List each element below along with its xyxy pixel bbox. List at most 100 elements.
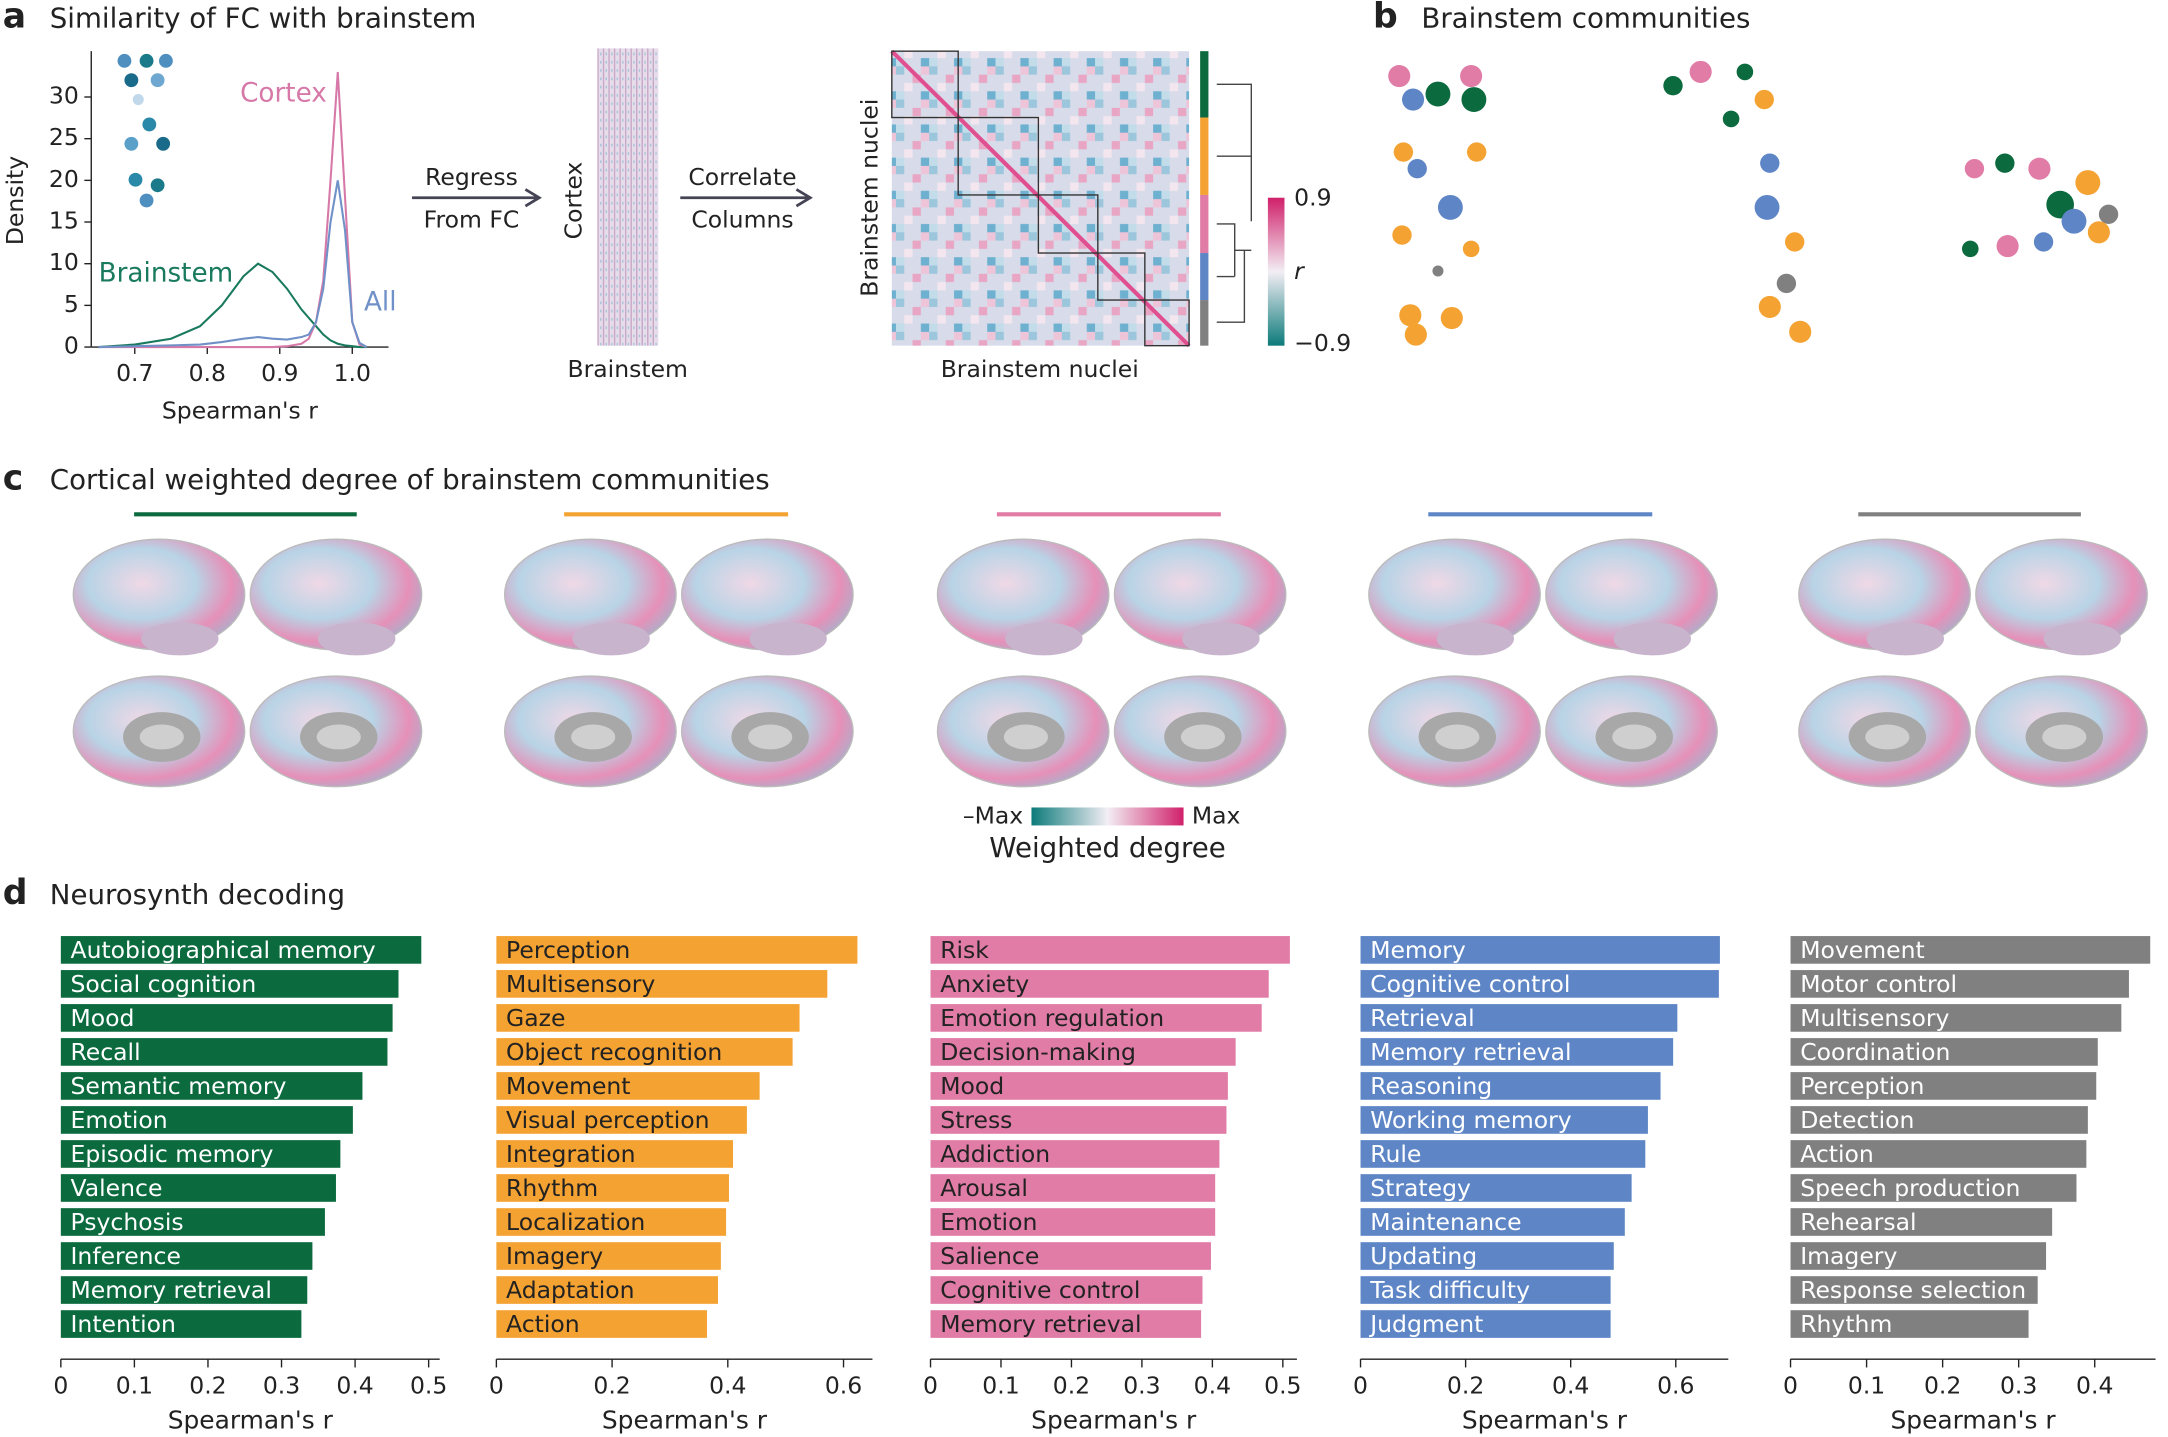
colorbar-label: r <box>1294 257 1305 285</box>
bar-label: Emotion regulation <box>940 1004 1164 1032</box>
panel-letter: c <box>3 458 23 498</box>
bar-label: Speech production <box>1800 1174 2020 1202</box>
bar <box>1360 936 1720 964</box>
x-axis-label: Spearman's r <box>162 397 318 425</box>
bar-label: Working memory <box>1370 1106 1572 1134</box>
bar-label: Intention <box>71 1310 176 1338</box>
colorbar <box>1031 807 1184 826</box>
bar <box>1360 1208 1625 1236</box>
x-tick-label: 0.3 <box>263 1371 300 1399</box>
bar-label: Decision-making <box>940 1038 1136 1066</box>
x-tick-label: 0.2 <box>1053 1371 1090 1399</box>
arrow-label: Columns <box>691 206 793 234</box>
x-axis-label: Spearman's r <box>1462 1405 1628 1434</box>
x-tick-label: 0.1 <box>1848 1371 1885 1399</box>
colorbar-label: −0.9 <box>1294 329 1351 357</box>
x-tick-label: 1.0 <box>334 359 371 387</box>
x-axis-label: Spearman's r <box>1890 1405 2056 1434</box>
bar <box>496 1208 727 1236</box>
y-axis-label: Density <box>1 156 29 245</box>
bar-label: Inference <box>71 1242 181 1270</box>
density-line <box>98 180 368 349</box>
bar-label: Psychosis <box>71 1208 184 1236</box>
bar <box>1790 1072 2097 1100</box>
axis-label: Brainstem <box>568 355 688 383</box>
bar-label: Semantic memory <box>71 1072 287 1100</box>
bar <box>496 1276 718 1304</box>
axis-label: Cortex <box>560 162 588 240</box>
bar-label: Recall <box>71 1038 141 1066</box>
bar <box>1790 936 2151 964</box>
bar-label: Coordination <box>1800 1038 1950 1066</box>
x-tick-label: 0 <box>1783 1371 1798 1399</box>
bar <box>60 1310 302 1338</box>
bar-label: Valence <box>71 1174 163 1202</box>
bar <box>930 1106 1227 1134</box>
bar-label: Multisensory <box>506 970 655 998</box>
bar <box>930 1072 1228 1100</box>
bar <box>60 1072 363 1100</box>
bar <box>496 1106 747 1134</box>
bar-label: Gaze <box>506 1004 565 1032</box>
bar <box>930 1242 1211 1270</box>
bar-label: Episodic memory <box>71 1140 274 1168</box>
x-tick-label: 0 <box>53 1371 68 1399</box>
bar <box>1360 1140 1646 1168</box>
bar <box>60 1208 325 1236</box>
bar-label: Arousal <box>940 1174 1028 1202</box>
bar <box>496 1038 793 1066</box>
bar <box>60 1004 393 1032</box>
colorbar-title: Weighted degree <box>989 831 1226 864</box>
bar <box>496 1310 707 1338</box>
y-tick-label: 25 <box>49 123 79 151</box>
bar-label: Autobiographical memory <box>71 936 376 964</box>
panel-letter: a <box>3 0 26 36</box>
dendrogram <box>1216 83 1252 323</box>
x-axis-label: Spearman's r <box>1031 1405 1197 1434</box>
bar <box>496 1174 729 1202</box>
bar-label: Detection <box>1800 1106 1914 1134</box>
x-tick-label: 0.3 <box>1123 1371 1160 1399</box>
y-tick-label: 0 <box>64 332 79 360</box>
bar <box>930 1038 1236 1066</box>
x-tick-label: 0.9 <box>261 359 298 387</box>
bar-label: Social cognition <box>71 970 257 998</box>
bar-label: Action <box>1800 1140 1874 1168</box>
bar <box>930 970 1269 998</box>
bar-label: Localization <box>506 1208 645 1236</box>
x-tick-label: 0.7 <box>116 359 153 387</box>
arrow <box>412 188 542 208</box>
bar-label: Imagery <box>506 1242 603 1270</box>
x-tick-label: 0 <box>1353 1371 1368 1399</box>
bar-label: Motor control <box>1800 970 1957 998</box>
x-tick-label: 0.4 <box>709 1371 746 1399</box>
arrow-label: Correlate <box>688 163 796 191</box>
bar-label: Integration <box>506 1140 635 1168</box>
x-tick-label: 0.8 <box>189 359 226 387</box>
bar-label: Emotion <box>71 1106 168 1134</box>
series-label: Cortex <box>240 79 327 109</box>
bar-label: Maintenance <box>1370 1208 1521 1236</box>
bar-label: Stress <box>940 1106 1012 1134</box>
bar-label: Movement <box>1800 936 1924 964</box>
bar-label: Updating <box>1370 1242 1477 1270</box>
axis-label: Brainstem nuclei <box>856 99 884 297</box>
bar <box>1360 1310 1611 1338</box>
bar <box>1360 1276 1611 1304</box>
bar <box>1790 1310 2029 1338</box>
bar-label: Movement <box>506 1072 630 1100</box>
bar-label: Anxiety <box>940 970 1029 998</box>
bar <box>60 1276 308 1304</box>
bar <box>930 1174 1216 1202</box>
bar-label: Cognitive control <box>1370 970 1570 998</box>
community-strip <box>1200 51 1209 346</box>
x-tick-label: 0.4 <box>1552 1371 1589 1399</box>
x-axis-label: Spearman's r <box>168 1405 334 1434</box>
x-tick-label: 0.3 <box>2000 1371 2037 1399</box>
bar <box>1790 1208 2053 1236</box>
axis-label: Brainstem nuclei <box>941 355 1139 383</box>
bar-label: Imagery <box>1800 1242 1897 1270</box>
panel-title: Cortical weighted degree of brainstem co… <box>50 463 770 496</box>
bar-label: Visual perception <box>506 1106 709 1134</box>
bar-label: Risk <box>940 936 989 964</box>
